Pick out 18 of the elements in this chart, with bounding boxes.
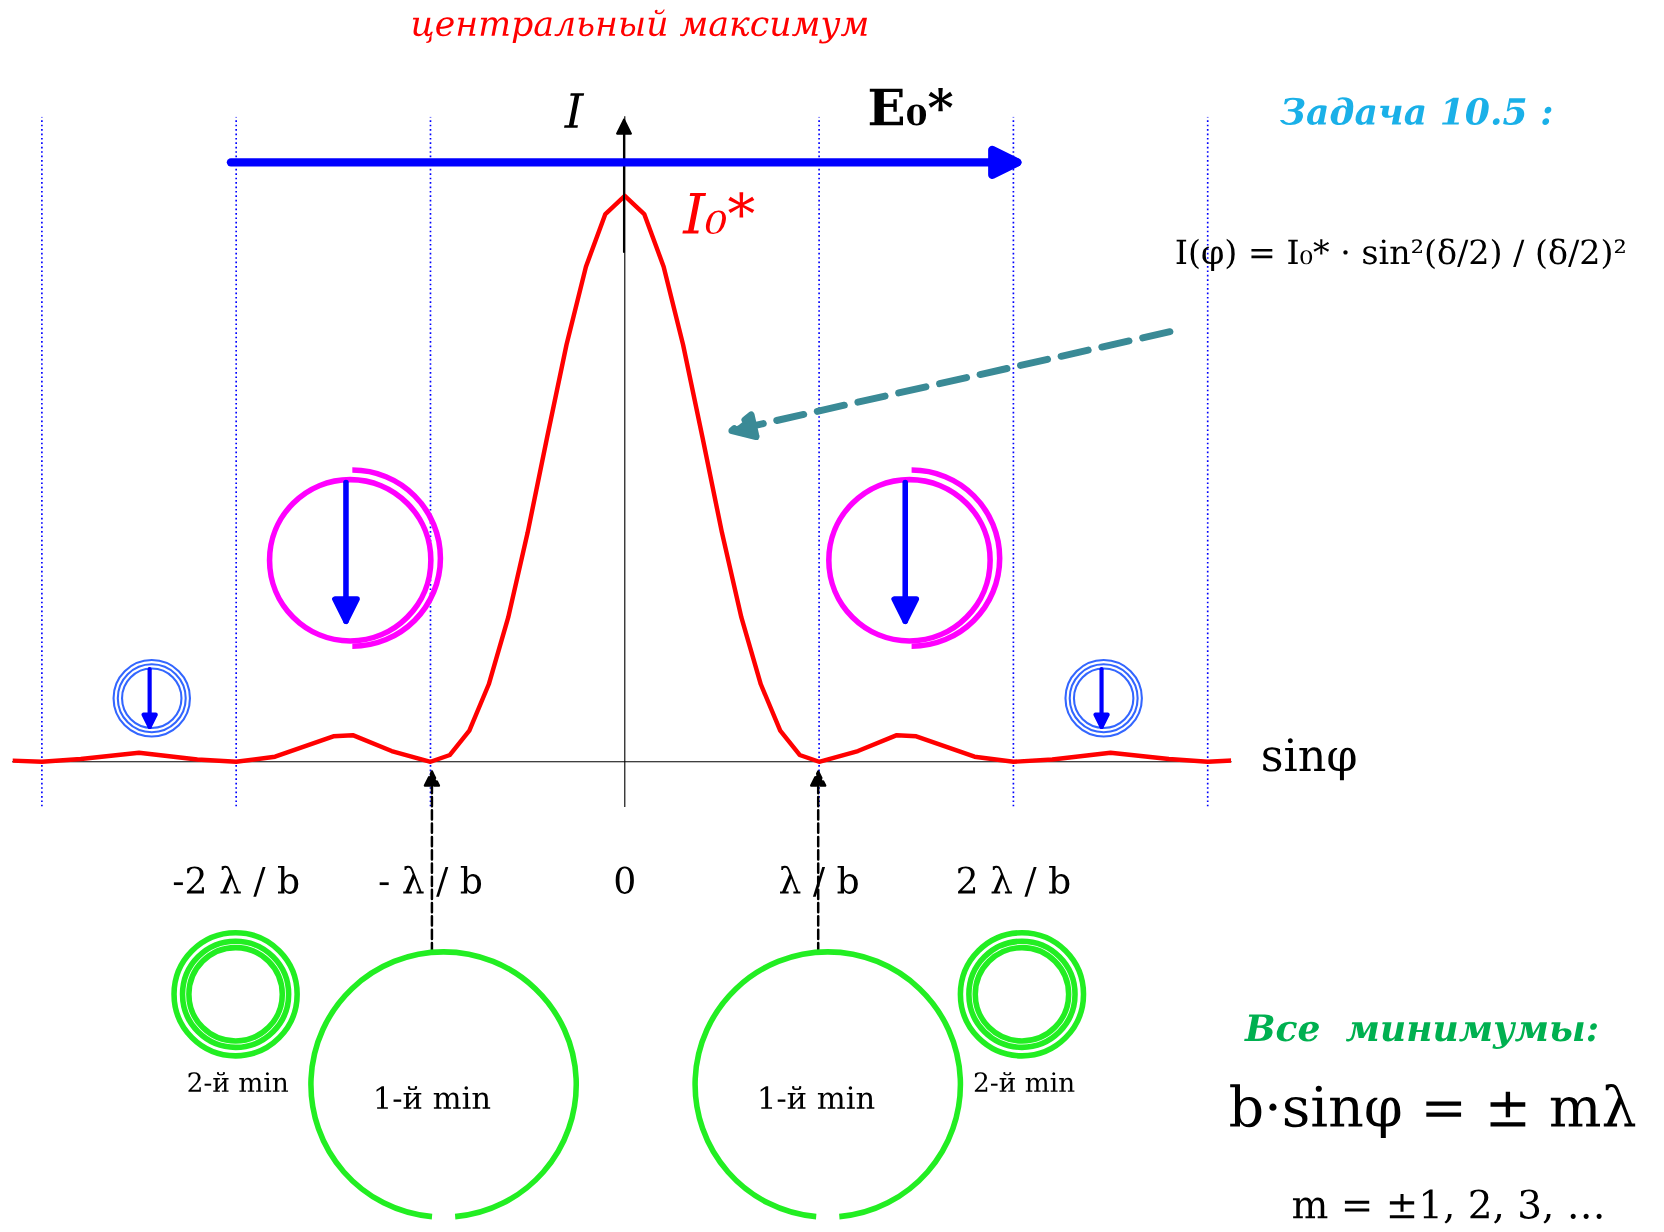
text: 1-й min	[376, 1085, 491, 1109]
text: 1-й min	[760, 1085, 875, 1109]
text: E₀*	[869, 88, 953, 126]
text: Задача 10.5 :	[1279, 97, 1552, 126]
x-axis-title: sinφ	[1263, 738, 1356, 781]
annotation: I₀*	[682, 192, 755, 235]
x-tick-label: 0	[615, 866, 634, 894]
text: 2-й min	[974, 1071, 1075, 1092]
x-tick-label: -2 λ / b	[173, 865, 299, 897]
x-tick-label: 2 λ / b	[958, 865, 1070, 897]
y-axis-title: I	[564, 93, 585, 128]
chart-title: центральный максимум	[412, 9, 867, 44]
text: b·sinφ = ± mλ	[1230, 1084, 1636, 1139]
text: 2-й min	[188, 1071, 289, 1092]
text: Все минимумы:	[1244, 1014, 1597, 1049]
annotation: I(φ) = I₀* · sin²(δ/2) / (δ/2)²	[1176, 238, 1625, 271]
x-tick-label: - λ / b	[379, 865, 482, 897]
text: m = ±1, 2, 3, …	[1292, 1189, 1602, 1224]
